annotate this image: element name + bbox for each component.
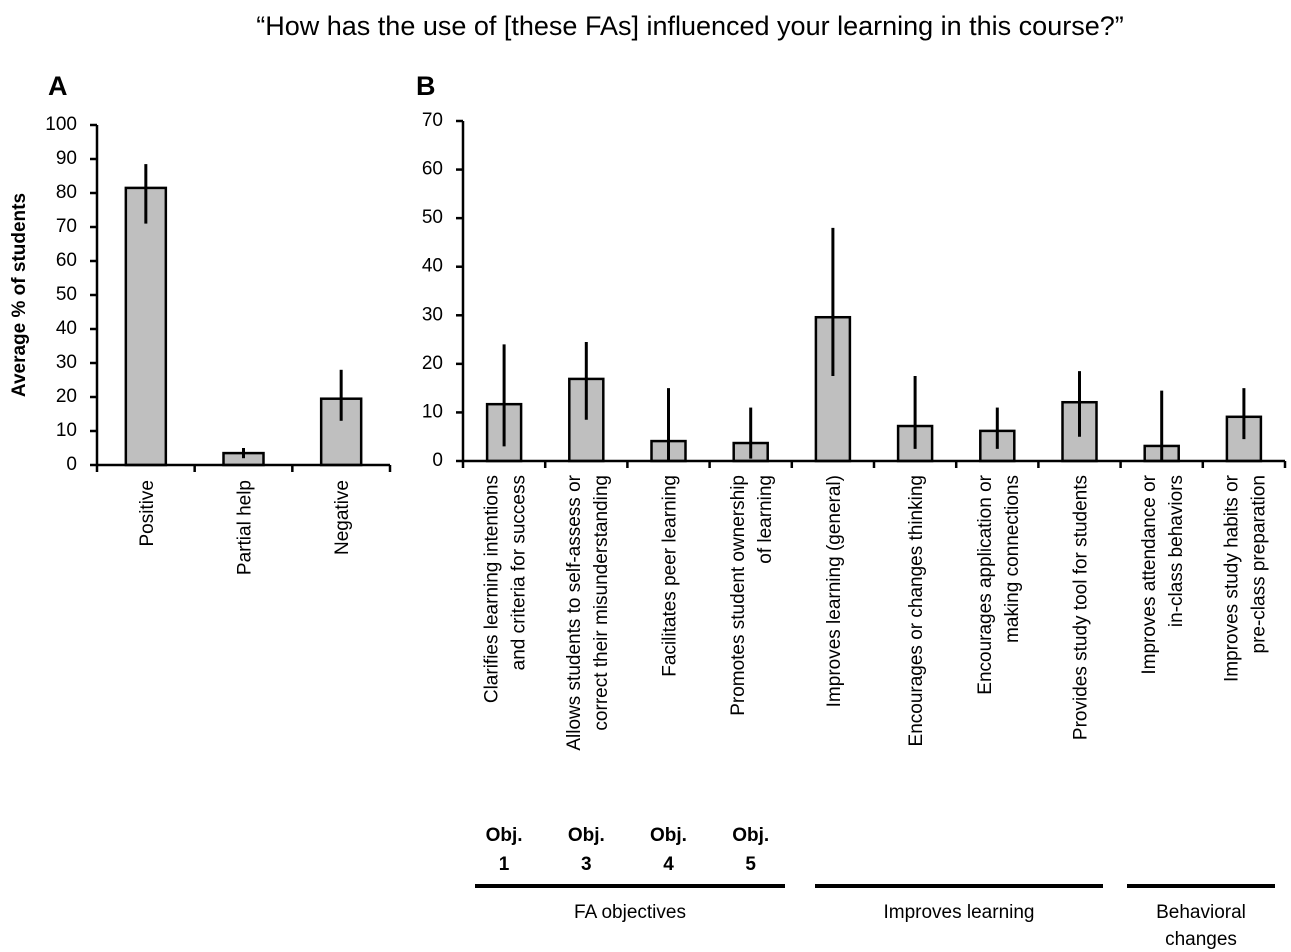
y-tick-label: 100: [45, 114, 77, 135]
panel-label: A: [48, 71, 68, 101]
x-tick-label: of learning: [755, 475, 776, 564]
x-tick-label: and criteria for success: [509, 475, 530, 670]
x-tick-label: Improves study habits or: [1221, 474, 1242, 682]
y-tick-label: 50: [56, 284, 77, 305]
objective-label: 4: [663, 854, 674, 875]
x-tick-label: in-class behaviors: [1166, 475, 1187, 627]
y-tick-label: 40: [422, 256, 443, 277]
x-tick-label: Facilitates peer learning: [660, 475, 681, 677]
objective-label: 5: [745, 854, 756, 875]
y-tick-label: 80: [56, 182, 77, 203]
group-label: Behavioral: [1156, 902, 1246, 923]
y-tick-label: 20: [422, 353, 443, 374]
objective-label: 3: [581, 854, 592, 875]
x-tick-label: Partial help: [235, 480, 256, 575]
y-tick-label: 60: [56, 250, 77, 271]
group-label: changes: [1165, 929, 1237, 950]
y-tick-label: 30: [422, 304, 443, 325]
x-tick-label: Negative: [332, 480, 353, 555]
y-tick-label: 50: [422, 207, 443, 228]
x-tick-label: Positive: [137, 480, 158, 547]
y-tick-label: 0: [432, 450, 443, 471]
y-tick-label: 10: [56, 420, 77, 441]
y-tick-label: 10: [422, 401, 443, 422]
y-tick-label: 20: [56, 386, 77, 407]
x-tick-label: Improves learning (general): [824, 475, 845, 707]
y-tick-label: 70: [422, 110, 443, 131]
objective-label: 1: [499, 854, 510, 875]
x-tick-label: Improves attendance or: [1139, 474, 1160, 674]
group-label: FA objectives: [574, 902, 686, 923]
x-tick-label: Clarifies learning intentions: [482, 475, 503, 703]
x-tick-label: making connections: [1002, 475, 1023, 643]
group-label: Improves learning: [883, 902, 1034, 923]
objective-label: Obj.: [732, 825, 769, 846]
y-tick-label: 40: [56, 318, 77, 339]
panel-label: B: [416, 71, 436, 101]
x-tick-label: Encourages or changes thinking: [906, 475, 927, 746]
y-tick-label: 30: [56, 352, 77, 373]
x-tick-label: Encourages application or: [975, 474, 996, 694]
objective-label: Obj.: [568, 825, 605, 846]
x-tick-label: pre-class preparation: [1248, 475, 1269, 653]
y-tick-label: 70: [56, 216, 77, 237]
y-tick-label: 0: [66, 454, 77, 475]
y-tick-label: 60: [422, 159, 443, 180]
x-tick-label: Allows students to self-assess or: [564, 474, 585, 750]
y-axis-label: Average % of students: [9, 193, 30, 397]
figure-title: “How has the use of [these FAs] influenc…: [256, 11, 1123, 41]
y-tick-label: 90: [56, 148, 77, 169]
x-tick-label: correct their misunderstanding: [591, 475, 612, 731]
objective-label: Obj.: [486, 825, 523, 846]
objective-label: Obj.: [650, 825, 687, 846]
bar: [124, 186, 168, 467]
x-tick-label: Promotes student ownership: [728, 475, 749, 716]
x-tick-label: Provides study tool for students: [1071, 475, 1092, 740]
